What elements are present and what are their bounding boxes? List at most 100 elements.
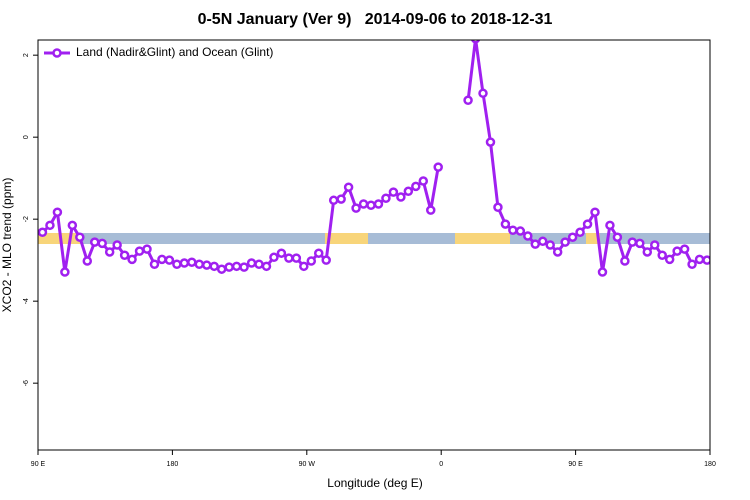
data-point [396, 192, 406, 202]
data-point [246, 258, 257, 268]
data-point [149, 259, 160, 270]
data-point [493, 202, 503, 213]
data-point [545, 240, 555, 250]
data-point [172, 259, 182, 270]
data-point [224, 262, 234, 272]
x-axis-label: Longitude (deg E) [327, 476, 422, 490]
data-point [485, 137, 496, 147]
data-point [60, 267, 70, 277]
data-point [343, 182, 354, 192]
data-point [425, 205, 436, 215]
data-point [216, 264, 227, 274]
legend-marker [52, 48, 62, 58]
data-point [336, 194, 346, 204]
data-point [672, 246, 682, 256]
data-point [463, 95, 473, 106]
data-point [575, 227, 585, 238]
data-point [620, 256, 630, 266]
data-point [157, 254, 167, 265]
data-point [127, 254, 137, 265]
data-point [254, 259, 264, 270]
data-point [164, 255, 175, 265]
data-point [358, 199, 369, 209]
data-point [142, 244, 152, 254]
data-point [52, 207, 63, 217]
plot-frame [37, 39, 711, 451]
data-point [201, 260, 212, 270]
data-point [119, 250, 130, 260]
data-point [291, 253, 302, 263]
data-point [582, 219, 593, 229]
data-point [381, 193, 391, 204]
data-point [321, 255, 331, 265]
data-point [657, 250, 667, 260]
data-point [597, 267, 608, 277]
data-point [560, 237, 570, 247]
data-point [635, 238, 645, 249]
data-point [508, 225, 518, 235]
y-tick-label: -4 [23, 298, 30, 304]
x-tick-label: 0 [439, 461, 443, 468]
data-point [679, 244, 690, 254]
y-tick-label: -2 [23, 216, 30, 222]
band-segment [586, 233, 600, 244]
data-point [366, 200, 376, 210]
x-tick-label: 90 W [299, 461, 316, 468]
data-point [470, 40, 481, 44]
data-point [433, 162, 443, 172]
data-point [67, 220, 78, 231]
data-point [649, 240, 660, 250]
data-point [97, 238, 107, 249]
data-point [209, 261, 219, 272]
chart-title: 0-5N January (Ver 9) 2014-09-06 to 2018-… [198, 11, 553, 28]
data-point [187, 257, 197, 267]
data-point [351, 203, 361, 213]
data-point [523, 231, 533, 241]
x-tick-label: 180 [167, 461, 179, 468]
data-point [269, 252, 279, 263]
data-point [627, 237, 638, 247]
data-point [500, 219, 511, 229]
data-point [299, 261, 309, 272]
data-point [194, 259, 205, 270]
data-point [38, 227, 48, 238]
data-point [530, 239, 541, 249]
data-point [612, 232, 623, 242]
y-tick-label: 2 [23, 53, 30, 57]
data-point [306, 256, 317, 266]
data-point [418, 176, 429, 186]
data-point [388, 187, 399, 197]
data-point [89, 237, 100, 247]
band-segment [325, 233, 368, 244]
x-tick-label: 90 E [568, 461, 583, 468]
data-point [45, 220, 55, 231]
data-point [537, 236, 548, 247]
y-tick-label: -6 [23, 380, 30, 386]
data-point [104, 247, 115, 257]
data-point [261, 261, 272, 272]
data-point [134, 246, 145, 256]
data-point [239, 262, 249, 272]
data-point [82, 256, 93, 266]
band-segment [455, 233, 510, 244]
data-point [694, 254, 705, 265]
data-point [664, 254, 675, 265]
data-point [179, 258, 190, 268]
data-point [642, 247, 653, 257]
x-tick-label: 180 [704, 461, 716, 468]
data-point [284, 253, 294, 263]
data-point [590, 207, 600, 217]
data-point [403, 186, 414, 197]
data-point [313, 248, 324, 258]
data-point [411, 181, 421, 192]
legend-label: Land (Nadir&Glint) and Ocean (Glint) [76, 45, 273, 59]
data-point [515, 226, 526, 236]
data-point [567, 232, 578, 242]
data-point [687, 259, 697, 270]
data-point [605, 220, 615, 231]
data-point [373, 199, 384, 209]
data-point [276, 248, 287, 258]
data-point [75, 232, 85, 242]
